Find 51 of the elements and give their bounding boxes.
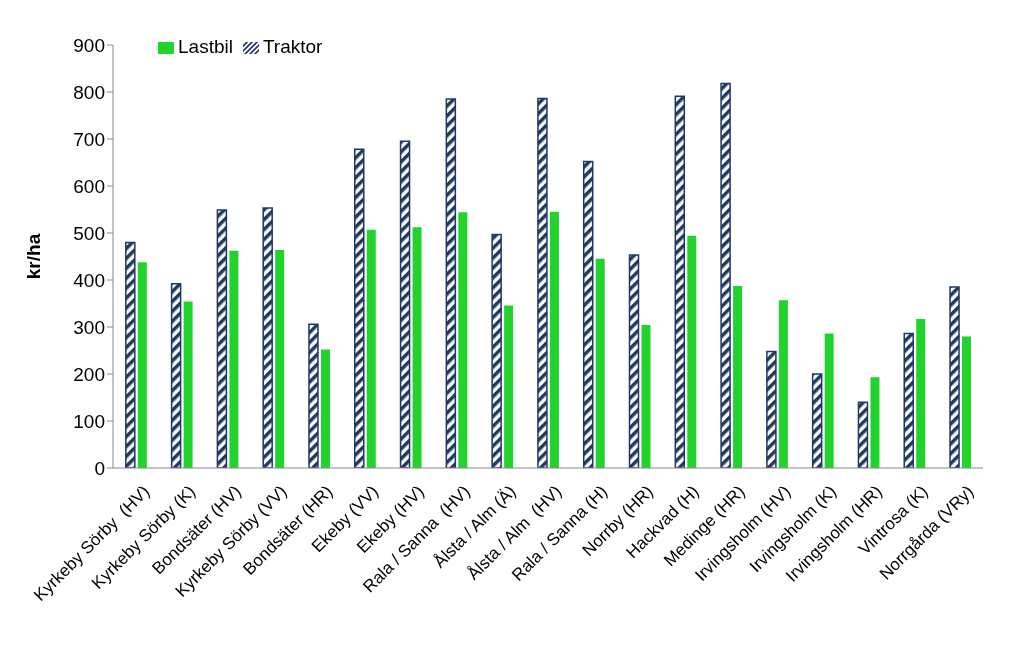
bar bbox=[824, 333, 834, 468]
bar bbox=[125, 241, 136, 468]
bar bbox=[458, 212, 468, 468]
bar bbox=[962, 336, 972, 468]
bar bbox=[504, 305, 514, 468]
y-axis-title: kr/ha bbox=[22, 233, 44, 280]
bar bbox=[870, 377, 880, 468]
y-tick-label: 100 bbox=[73, 410, 105, 432]
bar bbox=[687, 235, 697, 468]
bar bbox=[216, 209, 228, 468]
bar bbox=[308, 323, 319, 468]
bar bbox=[903, 332, 914, 468]
bar bbox=[183, 301, 193, 468]
legend-label: Traktor bbox=[262, 36, 323, 57]
y-tick-label: 700 bbox=[73, 128, 105, 150]
bar bbox=[857, 401, 869, 468]
legend-label: Lastbil bbox=[178, 36, 233, 57]
bar bbox=[137, 262, 147, 468]
bar bbox=[916, 319, 926, 468]
y-tick-label: 400 bbox=[73, 269, 105, 291]
bar bbox=[262, 207, 273, 468]
bar bbox=[674, 95, 686, 468]
bar bbox=[399, 140, 411, 468]
bar bbox=[720, 82, 731, 468]
bar bbox=[320, 349, 330, 468]
bar bbox=[275, 249, 285, 468]
bar bbox=[229, 250, 239, 468]
bar bbox=[445, 98, 457, 468]
bar bbox=[491, 233, 502, 468]
y-tick-label: 0 bbox=[94, 457, 105, 479]
y-tick-label: 600 bbox=[73, 175, 105, 197]
bar bbox=[628, 254, 640, 468]
bar bbox=[766, 350, 777, 468]
y-tick-label: 800 bbox=[73, 81, 105, 103]
bar bbox=[949, 286, 960, 468]
bar bbox=[412, 227, 422, 468]
bar bbox=[549, 211, 559, 468]
bar bbox=[366, 229, 376, 468]
bar bbox=[170, 283, 182, 468]
bar bbox=[733, 286, 743, 468]
bar bbox=[582, 160, 594, 468]
bar bbox=[354, 148, 365, 468]
bar bbox=[778, 300, 788, 468]
bar bbox=[641, 325, 651, 468]
y-tick-label: 900 bbox=[73, 34, 105, 56]
bar bbox=[595, 258, 605, 468]
y-tick-label: 500 bbox=[73, 222, 105, 244]
bar bbox=[537, 97, 548, 468]
y-tick-label: 200 bbox=[73, 363, 105, 385]
bar bbox=[811, 373, 823, 468]
y-tick-label: 300 bbox=[73, 316, 105, 338]
